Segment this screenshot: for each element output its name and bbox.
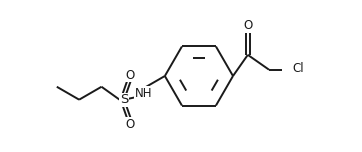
Text: O: O xyxy=(126,69,135,82)
Text: S: S xyxy=(120,93,128,106)
Text: O: O xyxy=(243,19,252,32)
Text: O: O xyxy=(126,118,135,131)
Text: NH: NH xyxy=(135,87,152,100)
Text: Cl: Cl xyxy=(292,62,303,75)
